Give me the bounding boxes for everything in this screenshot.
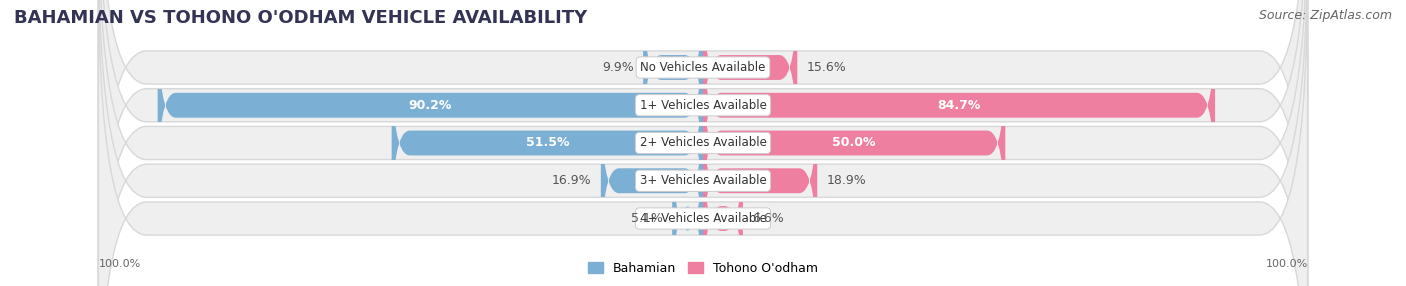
FancyBboxPatch shape [703, 56, 1005, 230]
Text: No Vehicles Available: No Vehicles Available [640, 61, 766, 74]
Text: 18.9%: 18.9% [827, 174, 866, 187]
FancyBboxPatch shape [703, 132, 742, 286]
FancyBboxPatch shape [703, 94, 817, 268]
Text: Source: ZipAtlas.com: Source: ZipAtlas.com [1258, 9, 1392, 21]
FancyBboxPatch shape [643, 0, 703, 154]
Legend: Bahamian, Tohono O'odham: Bahamian, Tohono O'odham [582, 257, 824, 280]
FancyBboxPatch shape [672, 132, 703, 286]
FancyBboxPatch shape [98, 0, 1308, 286]
Text: 100.0%: 100.0% [98, 259, 141, 269]
Text: 50.0%: 50.0% [832, 136, 876, 150]
Text: 4+ Vehicles Available: 4+ Vehicles Available [640, 212, 766, 225]
Text: 15.6%: 15.6% [807, 61, 846, 74]
FancyBboxPatch shape [703, 18, 1215, 192]
FancyBboxPatch shape [600, 94, 703, 268]
Text: 2+ Vehicles Available: 2+ Vehicles Available [640, 136, 766, 150]
Text: BAHAMIAN VS TOHONO O'ODHAM VEHICLE AVAILABILITY: BAHAMIAN VS TOHONO O'ODHAM VEHICLE AVAIL… [14, 9, 588, 27]
Text: 51.5%: 51.5% [526, 136, 569, 150]
FancyBboxPatch shape [703, 0, 797, 154]
FancyBboxPatch shape [392, 56, 703, 230]
Text: 90.2%: 90.2% [409, 99, 451, 112]
FancyBboxPatch shape [98, 0, 1308, 286]
Text: 16.9%: 16.9% [553, 174, 592, 187]
Text: 3+ Vehicles Available: 3+ Vehicles Available [640, 174, 766, 187]
Text: 6.6%: 6.6% [752, 212, 783, 225]
Text: 100.0%: 100.0% [1265, 259, 1308, 269]
FancyBboxPatch shape [98, 0, 1308, 286]
FancyBboxPatch shape [98, 0, 1308, 286]
Text: 9.9%: 9.9% [602, 61, 634, 74]
Text: 5.1%: 5.1% [631, 212, 664, 225]
Text: 1+ Vehicles Available: 1+ Vehicles Available [640, 99, 766, 112]
Text: 84.7%: 84.7% [938, 99, 981, 112]
FancyBboxPatch shape [98, 0, 1308, 286]
FancyBboxPatch shape [157, 18, 703, 192]
